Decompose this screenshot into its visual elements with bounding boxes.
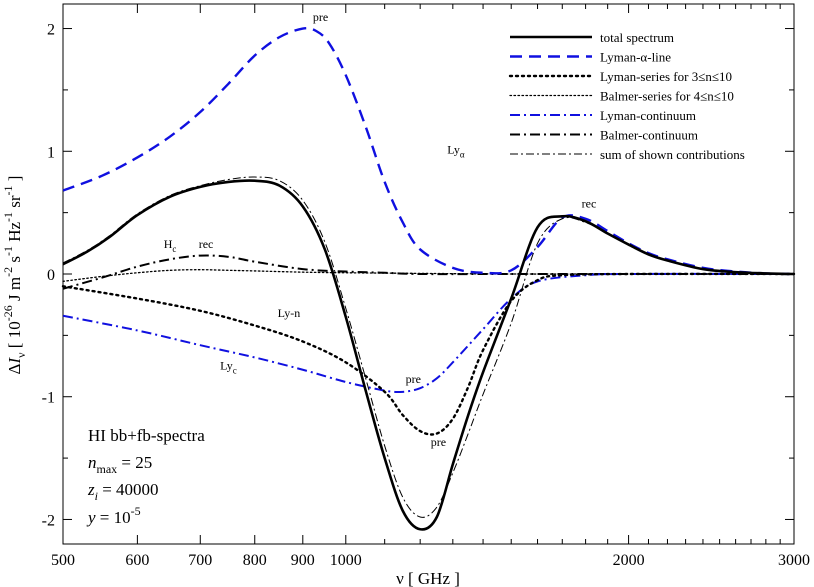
series-line-balmer-series-for-4-n-10 (62, 269, 795, 283)
series-line-total-spectrum (62, 179, 795, 531)
y-tick-label: 0 (47, 267, 55, 284)
series-line-lyman-continuum (62, 272, 795, 394)
info-title: HI bb+fb-spectra (88, 426, 205, 445)
axis-ticks: 500 600 700 800 900 1000 2000 3000 2 1 0 -1 -2 (42, 4, 810, 569)
annotation-label: Lyα (447, 143, 465, 160)
zi-var: z (87, 480, 95, 499)
info-y: y = 10-5 (86, 504, 141, 527)
nmax-sub: max (97, 462, 118, 476)
legend-label: Lyman-continuum (600, 108, 696, 123)
legend: total spectrum Lyman-α-line Lyman-series f… (508, 30, 745, 162)
x-tick-label: 700 (188, 552, 212, 569)
legend-label: Lyman-α-line (600, 50, 671, 65)
curve-annotations: pre Lyα rec Hc rec Ly-n Lyc pre pre (164, 10, 597, 449)
x-tick-label: 1000 (330, 552, 362, 569)
nmax-var: n (88, 453, 97, 472)
legend-label: sum of shown contributions (600, 147, 745, 162)
x-tick-label: 500 (51, 552, 75, 569)
y-var: y (86, 508, 96, 527)
y-tick-label: -2 (42, 512, 55, 529)
x-tick-label: 3000 (778, 552, 810, 569)
x-axis-title: ν [ GHz ] (396, 569, 460, 587)
nmax-value: = 25 (117, 453, 152, 472)
zi-value: = 40000 (98, 480, 159, 499)
y-axis-title: ΔIν [ 10-26 J m-2 s-1 Hz-1 sr-1 ] (1, 176, 28, 375)
x-tick-label: 900 (291, 552, 315, 569)
info-box: HI bb+fb-spectra nmax = 25 zi = 40000 y … (86, 426, 205, 527)
x-tick-label: 800 (243, 552, 267, 569)
legend-label: total spectrum (600, 30, 674, 45)
annotation-label: Lyc (220, 359, 237, 376)
y-tick-label: 2 (47, 22, 55, 39)
series-line-lyman-series-for-3-n-10 (61, 272, 796, 436)
series-line-balmer-continuum (62, 254, 794, 290)
info-zi: zi = 40000 (87, 480, 159, 503)
info-nmax: nmax = 25 (88, 453, 152, 476)
y-tick-label: 1 (47, 144, 55, 161)
series-group (61, 26, 796, 531)
annotation-label: Hc (164, 237, 177, 254)
legend-label: Balmer-continuum (600, 128, 698, 143)
legend-label: Balmer-series for 4≤n≤10 (600, 89, 734, 104)
series-line-sum-of-shown-contributions (62, 176, 795, 518)
y-exp: -5 (131, 504, 141, 518)
annotation-label: rec (199, 237, 214, 251)
annotation-label: pre (406, 372, 421, 386)
annotation-label: Ly-n (278, 306, 301, 320)
legend-label: Lyman-series for 3≤n≤10 (600, 69, 732, 84)
zi-sub: i (95, 489, 98, 503)
annotation-label: rec (582, 197, 597, 211)
x-tick-label: 2000 (613, 552, 645, 569)
x-tick-label: 600 (125, 552, 149, 569)
annotation-label: pre (431, 435, 446, 449)
y-tick-label: -1 (42, 390, 55, 407)
annotation-label: pre (313, 10, 328, 24)
y-value: = 10 (96, 508, 131, 527)
